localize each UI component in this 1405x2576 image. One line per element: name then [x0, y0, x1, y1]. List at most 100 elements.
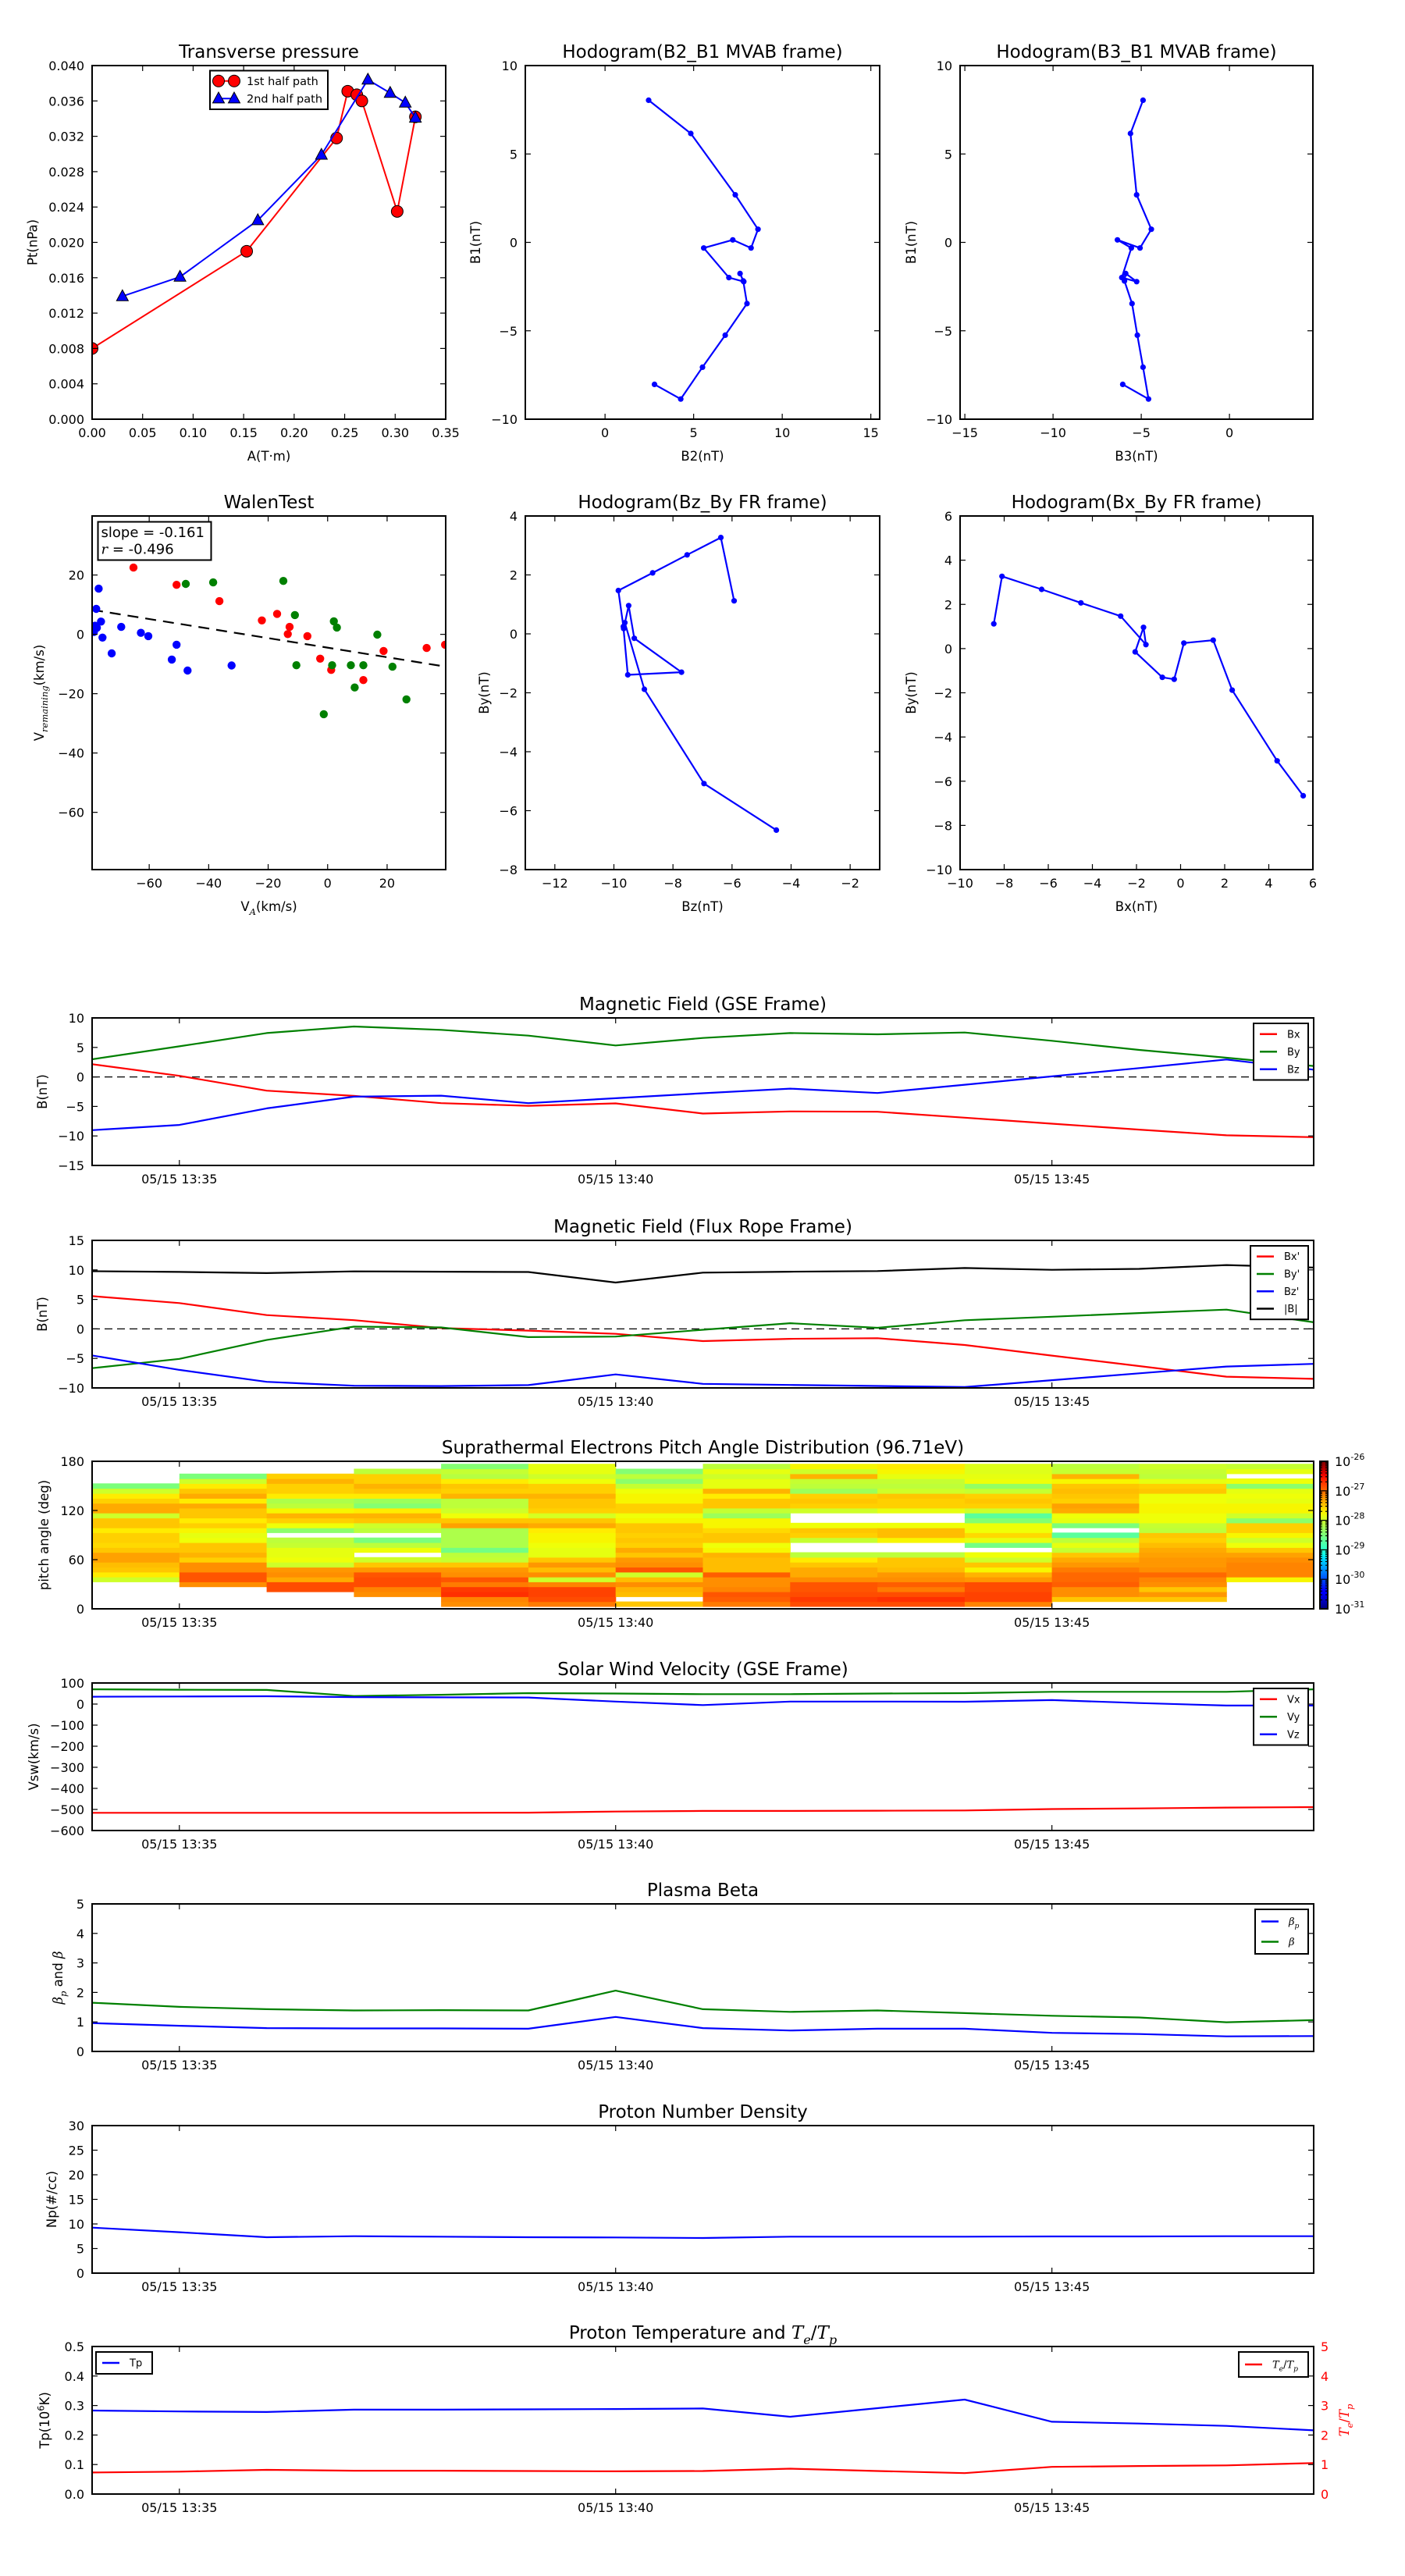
x-axis-label: B3(nT) [1115, 449, 1158, 464]
x-tick-label: −60 [136, 876, 162, 891]
hodogram-path [1116, 100, 1153, 400]
scatter-point [316, 654, 325, 663]
y-tick-label: 1 [76, 2015, 84, 2030]
heatmap-cell [528, 1537, 617, 1543]
heatmap-cell [964, 1507, 1053, 1514]
heatmap-cell [441, 1601, 529, 1607]
data-point [1119, 381, 1126, 387]
plot-area [615, 535, 780, 833]
label-segment: T [1286, 2360, 1294, 2371]
heatmap-cell [266, 1498, 354, 1504]
heatmap-cell [441, 1473, 529, 1479]
colorbar-label-base: 10 [1335, 1514, 1350, 1528]
heatmap-cell [179, 1498, 268, 1504]
y-tick-label: −500 [50, 1802, 84, 1817]
heatmap-cell [1226, 1488, 1314, 1494]
data-point [1078, 600, 1084, 606]
colorbar-label-base: 10 [1335, 1542, 1350, 1557]
x-tick-label: 05/15 13:40 [578, 1615, 653, 1630]
chart-title: Magnetic Field (GSE Frame) [579, 994, 827, 1015]
x-tick-label: 15 [863, 425, 878, 440]
y-tick-label: 4 [510, 509, 518, 524]
heatmap-cell [92, 1537, 180, 1543]
annotation-box [97, 521, 212, 561]
data-point [1274, 758, 1280, 764]
heatmap-cell [1139, 1522, 1227, 1528]
label-segment: slope = -0.161 [101, 525, 205, 541]
triangle-marker [212, 91, 226, 104]
heatmap-cell [877, 1577, 966, 1582]
data-point [631, 635, 638, 642]
y-tick-label: −6 [934, 774, 952, 789]
scatter-point [227, 661, 236, 670]
label-segment: V [240, 899, 250, 914]
circle-marker [240, 244, 254, 258]
heatmap-cell [1226, 1522, 1314, 1528]
heatmap-cell [1051, 1571, 1140, 1578]
label-segment: p [1295, 1923, 1300, 1930]
y-tick-label: 25 [69, 2144, 84, 2158]
heatmap-cell [354, 1473, 442, 1479]
x-tick-label: 05/15 13:40 [578, 1172, 653, 1187]
circle-marker [355, 94, 368, 108]
heatmap-cell [790, 1522, 878, 1528]
x-tick-label: 05/15 13:45 [1014, 2279, 1090, 2294]
x-tick-label: 0.10 [180, 425, 208, 440]
heatmap-cell [354, 1562, 442, 1568]
heatmap-cell [441, 1493, 529, 1499]
y2-tick-label: 3 [1321, 2399, 1329, 2414]
x-tick-label: 05/15 13:40 [578, 1837, 653, 1852]
heatmap-cell [1226, 1562, 1314, 1568]
heatmap-cell [702, 1473, 791, 1479]
chart-title: Proton Temperature and Te/Tp [569, 2323, 837, 2347]
legend-label: 2nd half path [247, 93, 322, 105]
label-segment: / [1337, 2418, 1352, 2423]
heatmap-cell [615, 1586, 704, 1592]
scatter-point [272, 610, 282, 618]
heatmap-cell [1139, 1513, 1227, 1519]
heatmap-cell [615, 1493, 704, 1499]
heatmap-cell [877, 1532, 966, 1539]
heatmap-cell [615, 1532, 704, 1539]
heatmap-cell [702, 1592, 791, 1597]
scatter-point [167, 655, 176, 664]
heatmap-cell [877, 1488, 966, 1494]
x-tick-label: −10 [1040, 425, 1066, 440]
heatmap-cell [790, 1498, 878, 1504]
heatmap-cell [1051, 1493, 1140, 1499]
x-tick-label: −8 [995, 876, 1014, 891]
data-point [1140, 364, 1146, 370]
heatmap-cell [441, 1557, 529, 1563]
plot-background [92, 1683, 1314, 1831]
legend-label: |B| [1284, 1304, 1298, 1315]
colorbar-tick-label: 10-31 [1335, 1599, 1364, 1617]
scatter-point [181, 579, 190, 589]
heatmap-cell [964, 1522, 1053, 1528]
heatmap-cell [1051, 1468, 1140, 1475]
hodogram-path [648, 99, 759, 400]
heatmap-cell [964, 1498, 1053, 1504]
proton-temperature-chart: 05/15 13:35 05/15 13:40 05/15 13:45 0.0 0.1 0… [35, 2323, 1355, 2515]
heatmap-cell [266, 1571, 354, 1578]
heatmap-cell [1226, 1577, 1314, 1582]
y-tick-label: 30 [69, 2119, 84, 2133]
y-tick-label: 0.028 [48, 165, 84, 180]
heatmap-cell [615, 1592, 704, 1597]
x-tick-label: −5 [1132, 425, 1151, 440]
y-tick-label: 0.5 [65, 2339, 84, 2354]
y-tick-label: −200 [50, 1739, 84, 1754]
plot-area [92, 1990, 1314, 2037]
colorbar-label-base: 10 [1335, 1602, 1350, 1617]
heatmap-cell [877, 1557, 966, 1563]
plot-area [92, 2226, 1314, 2240]
heatmap-cell [354, 1571, 442, 1578]
chart-title: Hodogram(Bz_By FR frame) [578, 493, 827, 513]
y-axis-label: pitch angle (deg) [37, 1480, 52, 1590]
heatmap-cell [528, 1586, 617, 1592]
heatmap-cell [877, 1582, 966, 1588]
y-axis-label: Vremaining(km/s) [32, 645, 50, 742]
annotation-text: slope = -0.161 [101, 525, 205, 541]
scatter-point [97, 617, 105, 626]
label-segment: and [51, 1959, 66, 1991]
y-tick-label: −100 [50, 1718, 84, 1733]
